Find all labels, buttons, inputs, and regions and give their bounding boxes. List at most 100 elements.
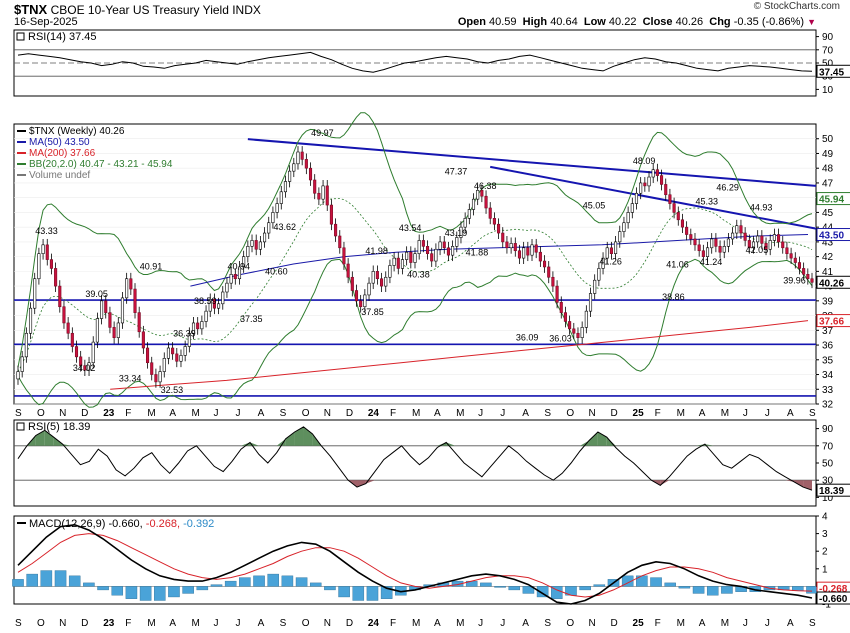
candle-body: [296, 151, 300, 165]
candle-body: [91, 341, 95, 364]
candle-body: [292, 163, 296, 172]
macd-histogram-bar: [281, 575, 294, 587]
candle-body: [714, 238, 718, 247]
candle-body: [538, 251, 542, 262]
candle-body: [146, 347, 150, 364]
price-tick-label-37: 37: [822, 326, 834, 337]
down-arrow-icon: ▼: [807, 17, 816, 27]
lower-trendline: [490, 165, 817, 230]
candle-body: [58, 285, 62, 308]
rsi5-overbought-fill: [597, 432, 607, 446]
candle-body: [405, 251, 409, 260]
rsi5-overbought-fill: [35, 430, 45, 446]
macd-xlabel-27: D: [611, 618, 618, 629]
price-tick-label-32: 32: [822, 400, 834, 411]
price-annotation-4: 40.91: [140, 262, 163, 272]
macd-histogram-bar: [508, 586, 521, 591]
candle-body: [680, 219, 684, 228]
macd-xlabel-10: J: [236, 618, 241, 629]
rsi5-overbought-fill: [294, 426, 304, 446]
price-annotation-31: 44.93: [750, 202, 773, 212]
candle-body: [789, 253, 793, 259]
candle-body: [271, 212, 275, 224]
candle-body: [28, 307, 33, 334]
macd-last-value: -0.660: [819, 594, 848, 605]
ma200-line: [110, 320, 809, 390]
candle-body: [593, 279, 597, 294]
ohlc-summary: Open 40.59 High 40.64 Low 40.22 Close 40…: [457, 16, 816, 28]
price-annotation-19: 46.38: [474, 181, 497, 191]
macd-xlabel-15: D: [346, 618, 353, 629]
candle-body: [597, 268, 601, 281]
macd-xlabel-12: S: [280, 618, 287, 629]
macd-xlabel-1: O: [37, 618, 45, 629]
candle-body: [484, 195, 488, 209]
candle-body: [279, 191, 283, 204]
rsi5-oversold-fill: [357, 480, 366, 488]
candle-body: [797, 262, 802, 269]
rsi5-overbought-fill: [303, 426, 313, 446]
price-xlabel-5: F: [125, 408, 131, 419]
candle-body: [66, 322, 70, 334]
price-xlabel-24: S: [544, 408, 551, 419]
candle-body: [522, 247, 526, 259]
price-annotation-9: 40.94: [227, 261, 250, 271]
price-xlabel-30: M: [677, 408, 685, 419]
candle-body: [802, 268, 806, 275]
candle-body: [710, 238, 714, 249]
macd-histogram-bar: [593, 584, 606, 587]
macd-histogram-bar: [664, 582, 676, 587]
price-right-label-2: 40.26: [819, 278, 844, 289]
candle-body: [534, 244, 538, 253]
rsi14-tick-label-90: 90: [822, 32, 834, 43]
candle-body: [735, 225, 739, 234]
candle-body: [438, 241, 442, 250]
candle-body: [647, 176, 651, 187]
candle-body: [705, 247, 710, 257]
candle-body: [54, 268, 58, 287]
macd-histogram-bar: [26, 573, 38, 587]
macd-histogram-bar: [83, 582, 95, 587]
macd-histogram-bar: [309, 582, 322, 587]
price-annotation-17: 43.19: [445, 228, 468, 238]
candle-body: [488, 207, 492, 219]
price-xlabel-23: A: [522, 408, 529, 419]
macd-histogram-bar: [97, 586, 109, 591]
candle-body: [601, 257, 605, 269]
rsi5-overbought-fill: [62, 444, 72, 446]
price-xlabel-11: A: [258, 408, 265, 419]
candle-body: [359, 300, 363, 308]
candle-body: [772, 234, 776, 241]
macd-xlabel-18: M: [412, 618, 420, 629]
candle-body: [726, 238, 730, 247]
macd-xlabel-36: S: [809, 618, 816, 629]
price-tick-label-50: 50: [822, 134, 834, 145]
price-xlabel-12: S: [280, 408, 287, 419]
price-annotation-11: 43.62: [273, 222, 296, 232]
price-annotation-12: 49.97: [311, 128, 334, 138]
macd-title: MACD(12,26,9) -0.660, -0.268, -0.392: [29, 518, 214, 530]
candle-body: [41, 244, 45, 254]
candle-body: [764, 243, 768, 250]
candle-body: [70, 332, 74, 347]
macd-histogram-bar: [621, 575, 634, 587]
macd-histogram-bar: [125, 586, 138, 599]
bb-middle-line: [17, 198, 813, 372]
candle-body: [655, 169, 659, 176]
price-annotation-23: 45.05: [583, 201, 606, 211]
candle-body: [505, 241, 509, 249]
chg-value: -0.35 (-0.86%): [733, 16, 805, 28]
price-right-label-3-box: [816, 314, 850, 328]
price-xlabel-32: M: [721, 408, 729, 419]
candle-body: [568, 321, 572, 330]
macd-histogram-bar: [692, 586, 705, 594]
price-annotation-3: 33.34: [119, 373, 142, 383]
candle-body: [183, 346, 187, 356]
candle-body: [37, 253, 41, 280]
candle-body: [747, 240, 751, 249]
price-legend-label-3: BB(20,2.0) 40.47 - 43.21 - 45.94: [29, 159, 173, 170]
candle-body: [676, 212, 680, 221]
candle-body: [283, 181, 287, 193]
candle-body: [334, 223, 338, 237]
